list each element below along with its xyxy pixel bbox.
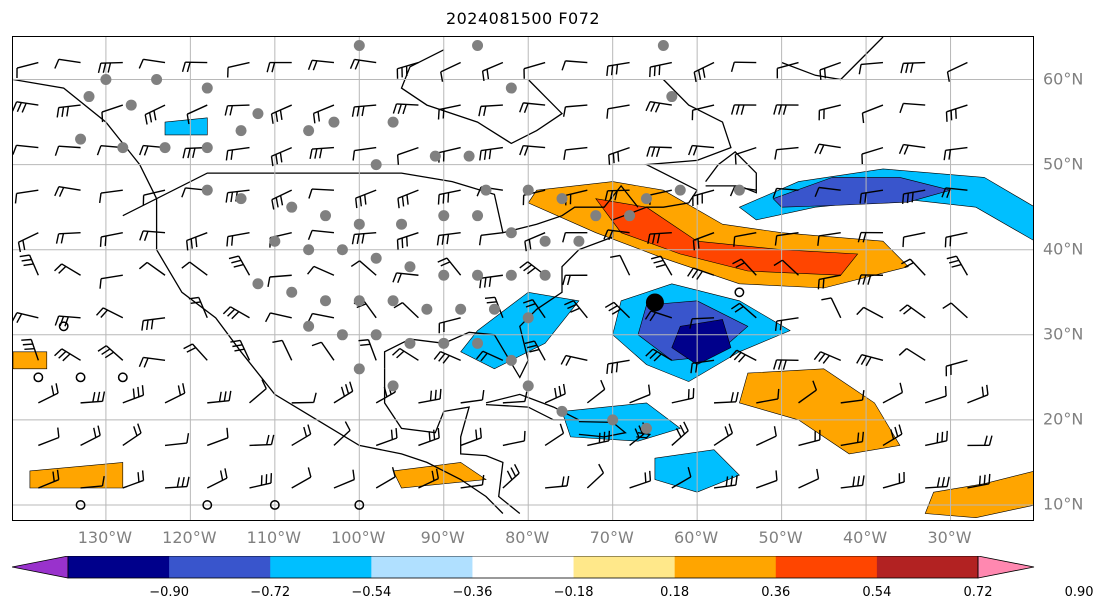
lon-label: 60°W bbox=[674, 528, 719, 547]
lat-label: 20°N bbox=[1043, 409, 1084, 429]
contour-pacific-orange-small bbox=[29, 462, 124, 489]
colorbar-tick-label: 0.18 bbox=[660, 585, 690, 600]
contour-mexico-orange-south bbox=[392, 462, 487, 489]
contour-atlantic-blue-low-core bbox=[671, 319, 732, 365]
contour-atlantic-red-band bbox=[595, 198, 859, 276]
contour-alaska-blue bbox=[164, 117, 208, 136]
colorbar-tick-label: −0.36 bbox=[452, 585, 493, 600]
contour-west-orange-blob bbox=[13, 351, 48, 370]
lon-label: 50°W bbox=[758, 528, 803, 547]
contour-north-atlantic-blue-mid bbox=[772, 177, 952, 208]
station-dots bbox=[33, 40, 745, 510]
colorbar bbox=[12, 556, 1035, 579]
lat-label: 60°N bbox=[1043, 69, 1084, 89]
colorbar-tick-label: −0.18 bbox=[553, 585, 594, 600]
lat-label: 40°N bbox=[1043, 239, 1084, 259]
colorbar-tick-label: −0.90 bbox=[149, 585, 190, 600]
anomaly-contours bbox=[13, 117, 1033, 519]
location-marker bbox=[645, 293, 664, 312]
lon-label: 40°W bbox=[842, 528, 888, 547]
wind-barbs bbox=[13, 58, 993, 489]
colorbar-tick-label: 0.90 bbox=[1064, 585, 1094, 600]
lat-label: 10°N bbox=[1043, 494, 1084, 514]
lon-label: 130°W bbox=[77, 528, 133, 547]
colorbar-tick-label: 0.54 bbox=[862, 585, 892, 600]
gridlines bbox=[13, 37, 1033, 520]
colorbar-tick-label: 0.36 bbox=[761, 585, 791, 600]
lat-label: 30°N bbox=[1043, 324, 1084, 344]
lon-label: 120°W bbox=[162, 528, 217, 547]
lon-label: 100°W bbox=[331, 528, 386, 547]
contour-tropical-orange-east bbox=[739, 368, 901, 455]
lon-label: 90°W bbox=[420, 528, 465, 547]
map-canvas bbox=[13, 37, 1033, 520]
lon-label: 110°W bbox=[246, 528, 302, 547]
lon-label: 70°W bbox=[589, 528, 634, 547]
lon-label: 80°W bbox=[505, 528, 550, 547]
lat-label: 50°N bbox=[1043, 154, 1084, 174]
colorbar-tick-label: 0.72 bbox=[963, 585, 993, 600]
colorbar-tick-label: −0.72 bbox=[250, 585, 291, 600]
lon-label: 30°W bbox=[927, 528, 972, 547]
map-panel bbox=[12, 36, 1034, 521]
map-title: 2024081500 F072 bbox=[445, 9, 601, 28]
colorbar-tick-label: −0.54 bbox=[351, 585, 392, 600]
